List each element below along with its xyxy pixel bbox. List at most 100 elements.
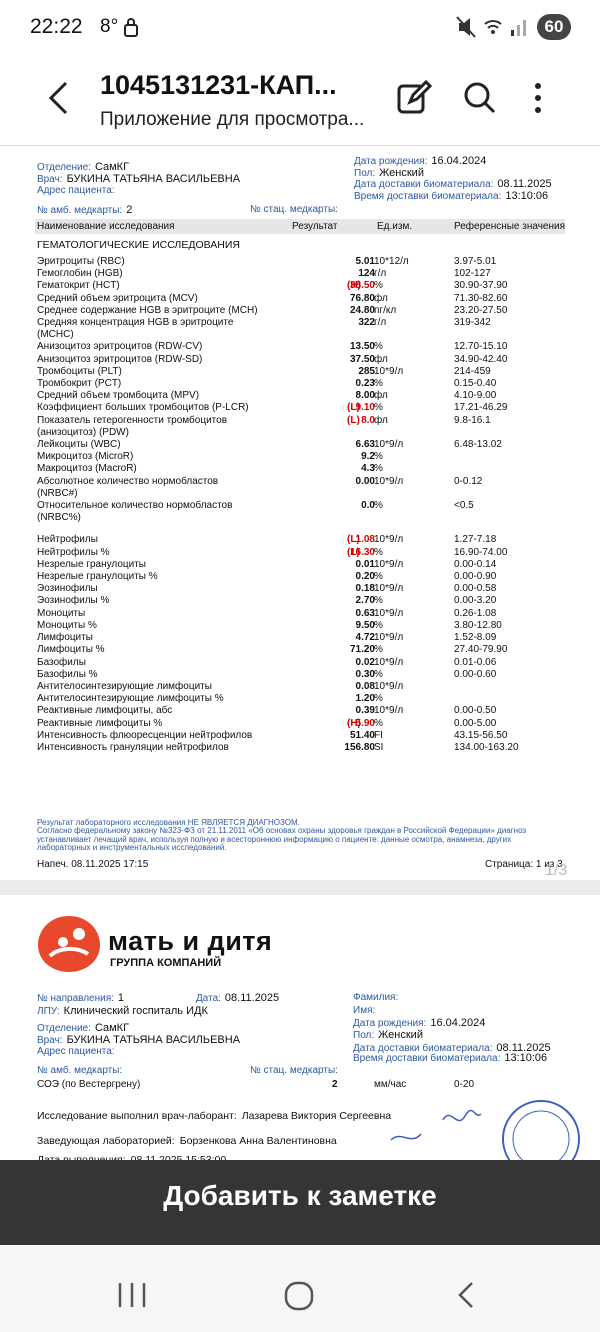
edit-button[interactable] xyxy=(396,80,432,116)
field-label: Отделение: xyxy=(37,162,91,173)
test-name: Анизоцитоз эритроцитов (RDW-CV) xyxy=(37,341,203,353)
result-row: Лимфоциты % 71.20% 27.40-79.90 xyxy=(37,644,565,656)
test-result: 8.00 xyxy=(355,390,375,402)
test-result: 0.01 xyxy=(355,558,375,570)
patient-field: Пол: Женский xyxy=(353,1029,423,1041)
test-unit: % xyxy=(374,341,383,353)
field-label: Пол: xyxy=(354,167,376,179)
test-reference: 0.15-0.40 xyxy=(454,378,497,390)
field-value: 16.04.2024 xyxy=(430,1017,486,1029)
test-reference: 16.90-74.00 xyxy=(454,546,508,558)
field-value: 13:10:06 xyxy=(504,1052,548,1064)
test-reference: 9.8-16.1 xyxy=(454,414,491,426)
field-label: Время доставки биоматериала: xyxy=(354,190,502,202)
test-name: Средний объем тромбоцита (MPV) xyxy=(37,390,200,402)
test-result: 124 xyxy=(358,268,375,280)
printed-date: Напеч. 08.11.2025 17:15 xyxy=(37,859,149,870)
test-result: 0.63 xyxy=(355,607,375,619)
result-row: Интенсивность флюоресценции нейтрофилов 5… xyxy=(37,730,565,742)
menu-button[interactable] xyxy=(530,80,546,116)
signature-label: Заведующая лабораторией: xyxy=(37,1135,175,1147)
patient-field: Врач: БУКИНА ТАТЬЯНА ВАСИЛЬЕВНА xyxy=(37,173,240,185)
card-field: № амб. медкарты: xyxy=(37,1065,122,1076)
section-title: ГЕМАТОЛОГИЧЕСКИЕ ИССЛЕДОВАНИЯ xyxy=(37,239,240,251)
test-name: Анизоцитоз эритроцитов (RDW-SD) xyxy=(37,353,203,365)
test-name: Эритроциты (RBC) xyxy=(37,256,125,267)
test-name: Гемоглобин (HGB) xyxy=(37,268,123,280)
test-reference: 0.00-3.20 xyxy=(454,595,497,607)
result-row: Реактивные лимфоциты, абс 0.39 10*9/л 0.00-… xyxy=(37,705,565,717)
field-value: 2 xyxy=(126,204,133,216)
result-row: Макроцитоз (MacroR) 4.3% xyxy=(37,463,565,475)
field-value: СамКГ xyxy=(94,1022,130,1034)
test-reference: 0.00-0.14 xyxy=(454,558,497,570)
field-label: Врач: xyxy=(37,1035,63,1046)
test-result: 37.50 xyxy=(349,353,375,365)
result-row: Анизоцитоз эритроцитов (RDW-SD) 37.50 фл 34… xyxy=(37,354,565,366)
field-label: № амб. медкарты: xyxy=(37,205,123,216)
patient-field: Врач: БУКИНА ТАТЬЯНА ВАСИЛЬЕВНА xyxy=(37,1034,240,1046)
test-unit: 10*12/л xyxy=(374,256,409,267)
nav-buttons[interactable] xyxy=(110,1275,490,1315)
field-label: № стац. медкарты: xyxy=(250,204,338,215)
back-button[interactable] xyxy=(44,80,72,116)
nav-bar xyxy=(0,1245,600,1332)
test-reference: 34.90-42.40 xyxy=(454,353,508,365)
result-row: Средний объем тромбоцита (MPV) 8.00 фл 4.10… xyxy=(37,390,565,402)
field-value: 1 xyxy=(117,992,125,1004)
test-result: 4.3 xyxy=(361,463,375,475)
field-label: Дата рождения: xyxy=(353,1018,427,1029)
result-row: Средний объем эритроцита (MCV) 76.80 фл 71.… xyxy=(37,293,565,305)
test-reference: 0-0.12 xyxy=(454,475,483,487)
patient-field: Дата доставки биоматериала: 08.11.2025 xyxy=(353,1042,551,1054)
test-result: 24.80 xyxy=(349,304,375,316)
signature-label: Исследование выполнил врач-лаборант: xyxy=(37,1110,237,1122)
test-reference: 30.90-37.90 xyxy=(454,280,508,292)
test-name: Средний объем эритроцита (MCV) xyxy=(37,292,198,304)
table-header-bg xyxy=(35,219,565,234)
result-row: Микроцитоз (MicroR) 9.2% xyxy=(37,451,565,463)
test-result: 156.80 xyxy=(344,741,375,753)
result-row: Показатель гетерогенности тромбоцитов (а… xyxy=(37,415,565,439)
test-unit: % xyxy=(374,717,383,729)
test-result: 6.63 xyxy=(355,439,375,451)
test-unit: 10*9/л xyxy=(374,475,404,487)
test-unit: 10*9/л xyxy=(374,680,404,692)
search-button[interactable] xyxy=(462,80,498,116)
status-time: 22:22 xyxy=(30,15,83,38)
test-name: Антителосинтезирующие лимфоциты xyxy=(37,680,212,692)
field-label: Фамилия: xyxy=(353,992,399,1003)
test-reference: 0.00-0.60 xyxy=(454,668,497,680)
test-name: Микроцитоз (MicroR) xyxy=(37,451,134,463)
patient-field: Отделение: СамКГ xyxy=(37,1022,129,1034)
test-name: Гематокрит (HCT) xyxy=(37,280,120,292)
test-name: Лимфоциты xyxy=(37,632,93,644)
field-label: Адрес пациента: xyxy=(37,1046,115,1057)
test-unit: 10*9/л xyxy=(374,558,404,570)
test-unit: % xyxy=(374,693,383,705)
result-row: Абсолютное количество нормобластов (NRBC… xyxy=(37,476,565,500)
field-label: № направления: xyxy=(37,993,114,1004)
card-field: № амб. медкарты: 2 xyxy=(37,204,132,216)
field-value: Женский xyxy=(378,1029,423,1041)
test-reference: 0.26-1.08 xyxy=(454,607,497,619)
field-label: Отделение: xyxy=(37,1023,91,1034)
test-unit: % xyxy=(374,402,383,414)
result-row: Незрелые гранулоциты 0.01 10*9/л 0.00-0.14 xyxy=(37,559,565,571)
add-to-note-button[interactable]: Добавить к заметке xyxy=(163,1180,437,1211)
page-number: Страница: 1 из 3 xyxy=(485,859,563,870)
test-result: 71.20 xyxy=(349,644,375,656)
field-label: ЛПУ: xyxy=(37,1006,60,1017)
test-name: Интенсивность грануляции нейтрофилов xyxy=(37,741,229,753)
signature-value: Лазарева Виктория Сергеевна xyxy=(241,1110,392,1122)
result-row: Нейтрофилы % 16.30 (L)% 16.90-74.00 xyxy=(37,547,565,559)
test-unit: % xyxy=(374,571,383,583)
result-row: Нейтрофилы 1.08 (L) 10*9/л 1.27-7.18 xyxy=(37,534,565,546)
test-unit: фл xyxy=(374,353,388,365)
patient-field: Время доставки биоматериала: 13:10:06 xyxy=(353,1052,547,1064)
patient-field: Адрес пациента: xyxy=(37,185,115,196)
test-unit: мм/час xyxy=(374,1079,407,1090)
result-row: Базофилы 0.02 10*9/л 0.01-0.06 xyxy=(37,657,565,669)
result-row: Антителосинтезирующие лимфоциты 0.08 10*9/… xyxy=(37,681,565,693)
